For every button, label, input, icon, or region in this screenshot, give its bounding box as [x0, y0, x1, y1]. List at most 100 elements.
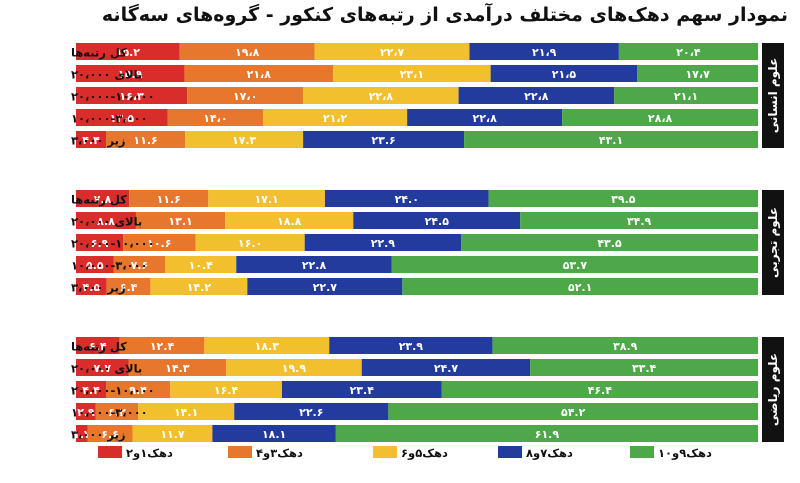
- bar-value-label: ۲۴.۵: [425, 215, 450, 228]
- bar-segment: [119, 337, 205, 354]
- bar-segment: [441, 381, 758, 398]
- row-label: ۲۰،۰۰۰-۱۰،۰۰۰: [71, 384, 155, 398]
- bar-segment: [135, 212, 226, 229]
- bar-segment: [391, 256, 758, 273]
- bar-segment: [303, 87, 459, 104]
- bar-value-label: ۱۹،۸: [235, 46, 260, 59]
- group-label-box: [762, 337, 784, 442]
- bar-value-label: ۷.۸: [94, 193, 112, 206]
- bar-segment: [520, 212, 758, 229]
- bar-segment: [262, 109, 408, 126]
- row-label: زیر ۳،۰۰۰: [71, 281, 126, 295]
- legend-label: دهک۷و۸: [526, 446, 573, 461]
- bar-value-label: ۱۱.۶: [157, 193, 181, 206]
- bar-value-label: ۵۳.۷: [563, 259, 588, 272]
- bar-segment: [76, 381, 107, 398]
- bar-value-label: ۷.۷: [93, 362, 111, 375]
- bar-segment: [461, 234, 758, 251]
- bar-value-label: ۱۳.۱: [168, 215, 192, 228]
- legend-label: دهک۳و۴: [256, 446, 303, 461]
- legend-label: دهک۹و۱۰: [658, 446, 712, 461]
- bar-segment: [314, 43, 470, 60]
- bar-value-label: ۲۳.۴: [350, 384, 375, 397]
- bar-segment: [469, 43, 619, 60]
- bar-value-label: ۲۳.۹: [399, 340, 424, 353]
- bar-value-label: ۳۳.۴: [632, 362, 657, 375]
- bar-segment: [637, 65, 758, 82]
- bar-segment: [464, 131, 758, 148]
- bar-value-label: ۵۴.۲: [561, 406, 586, 419]
- bar-value-label: ۶۱.۹: [535, 428, 560, 441]
- bar-value-label: ۶.۲: [108, 406, 126, 419]
- bar-segment: [281, 381, 442, 398]
- bar-value-label: ۱۱.۷: [160, 428, 185, 441]
- bar-value-label: ۱۷.۱: [254, 193, 278, 206]
- bar-segment: [132, 425, 213, 442]
- bar-segment: [562, 109, 758, 126]
- bar-segment: [488, 190, 758, 207]
- bar-segment: [304, 234, 462, 251]
- bar-segment: [76, 403, 96, 420]
- bar-segment: [167, 109, 263, 126]
- bar-value-label: ۲۲.۶: [299, 406, 323, 419]
- bar-segment: [76, 212, 136, 229]
- bar-value-label: ۱۳،۵: [110, 112, 135, 125]
- bar-value-label: ۴۳.۵: [597, 237, 622, 250]
- bar-segment: [208, 190, 325, 207]
- bar-segment: [388, 403, 758, 420]
- bar-segment: [226, 359, 362, 376]
- bar-segment: [76, 43, 180, 60]
- bar-value-label: ۲۱،۵: [552, 68, 577, 81]
- bar-value-label: ۱۶،۳: [119, 90, 144, 103]
- bar-value-label: ۲۲.۷: [313, 281, 338, 294]
- legend-swatch: [630, 446, 654, 458]
- bar-value-label: ۲۳.۶: [371, 134, 395, 147]
- bar-segment: [76, 278, 107, 295]
- group-label: علوم ریاضی: [766, 353, 781, 426]
- bar-segment: [184, 65, 334, 82]
- bar-segment: [225, 212, 354, 229]
- row-label: بالای ۲۰،۰۰۰: [71, 215, 142, 229]
- legend-label: دهک۱و۲: [126, 446, 173, 461]
- bar-value-label: ۲۸،۸: [648, 112, 673, 125]
- row-label: ۲۰،۰۰۰-۱۰،۰۰۰: [71, 90, 155, 104]
- bar-value-label: ۲۴.۷: [434, 362, 459, 375]
- bar-value-label: ۱۹.۹: [282, 362, 307, 375]
- bar-segment: [187, 87, 304, 104]
- group-label-box: [762, 43, 784, 148]
- bar-value-label: ۴۶.۴: [588, 384, 613, 397]
- bar-value-label: ۱۴.۳: [165, 362, 190, 375]
- row-label: بالای ۲۰،۰۰۰: [71, 68, 142, 82]
- legend-label: دهک۵و۶: [401, 446, 448, 461]
- group-label-box: [762, 190, 784, 295]
- bar-segment: [329, 337, 493, 354]
- bar-segment: [407, 109, 563, 126]
- bar-segment: [185, 131, 304, 148]
- bar-value-label: ۲۱،۸: [247, 68, 272, 81]
- bar-segment: [106, 278, 151, 295]
- legend-swatch: [228, 446, 252, 458]
- bar-segment: [303, 131, 465, 148]
- bar-segment: [492, 337, 758, 354]
- bar-segment: [76, 65, 185, 82]
- bar-value-label: ۱۵.۲: [116, 46, 141, 59]
- bar-value-label: ۱۸.۳: [255, 340, 280, 353]
- bar-value-label: ۱۰.۴: [189, 259, 214, 272]
- bar-value-label: ۱۷،۷: [685, 68, 710, 81]
- bar-value-label: ۲۲،۷: [380, 46, 405, 59]
- bar-value-label: ۶.۶: [101, 428, 119, 441]
- bar-segment: [236, 256, 392, 273]
- bar-value-label: ۵.۵: [86, 259, 104, 272]
- bar-value-label: ۲۲.۹: [371, 237, 396, 250]
- bar-value-label: ۱۴.۱: [174, 406, 198, 419]
- bar-value-label: ۱۶.۰: [238, 237, 262, 250]
- bar-value-label: ۶.۹: [91, 237, 109, 250]
- legend-swatch: [373, 446, 397, 458]
- bar-value-label: ۲۲،۸: [524, 90, 549, 103]
- bar-value-label: ۴.۴: [82, 384, 100, 397]
- bar-value-label: ۲۲،۸: [369, 90, 394, 103]
- bar-value-label: ۲۱،۱: [674, 90, 698, 103]
- legend-swatch: [498, 446, 522, 458]
- row-label: ۱۰،۰۰۰-۳،۰۰۰: [71, 112, 148, 126]
- bar-segment: [106, 381, 171, 398]
